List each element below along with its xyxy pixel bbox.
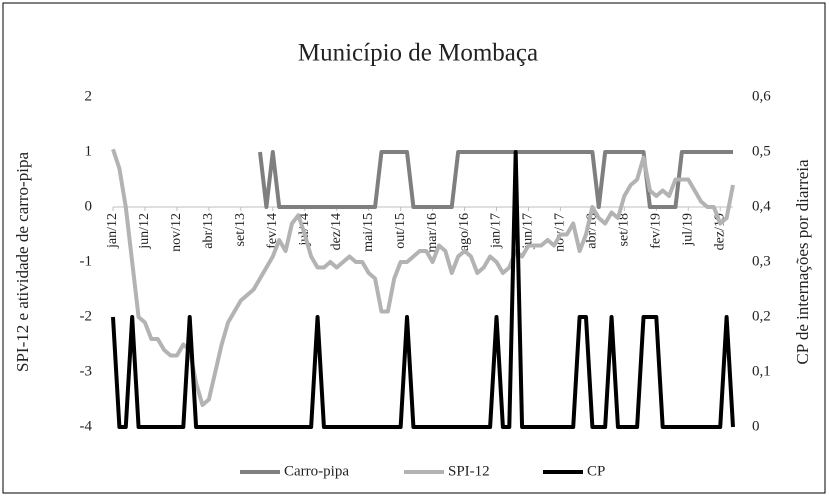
x-tick-label: mar/16 [425, 213, 440, 253]
x-tick-label: fev/19 [649, 213, 664, 249]
y-axis-title: SPI-12 e atividade de carro-pipa [13, 152, 32, 372]
y2-tick-label: 0,3 [752, 253, 771, 269]
chart-title: Município de Mombaça [298, 40, 538, 67]
series-line [111, 148, 735, 407]
y2-tick-label: 0,5 [752, 143, 771, 159]
legend-label: SPI-12 [448, 463, 490, 479]
y-tick-label: -4 [80, 418, 93, 434]
y2-tick-label: 0 [752, 418, 760, 434]
y2-tick-label: 0,4 [752, 198, 771, 214]
x-tick-label: out/15 [393, 213, 408, 249]
legend-label: Carro-pipa [284, 463, 349, 479]
y2-tick-label: 0,6 [752, 88, 771, 104]
y-tick-label: -3 [80, 363, 93, 379]
x-tick-label: jul/19 [680, 213, 695, 247]
x-tick-label: jan/12 [105, 213, 120, 249]
y-tick-label: 0 [85, 198, 93, 214]
x-tick-label: mai/15 [361, 213, 376, 252]
series-line [111, 150, 735, 429]
x-tick-label: jun/17 [521, 213, 536, 250]
x-tick-label: dez/14 [329, 213, 344, 250]
y2-axis-title: CP de internações por diarreia [793, 159, 812, 365]
legend-label: CP [587, 463, 605, 479]
x-tick-label: abr/13 [201, 213, 216, 249]
x-tick-label: jun/12 [137, 213, 152, 250]
x-tick-label: ago/16 [457, 213, 472, 251]
y-tick-label: -1 [80, 253, 93, 269]
x-tick-label: fev/14 [265, 213, 280, 249]
y-tick-label: -2 [80, 308, 93, 324]
x-tick-label: set/18 [617, 213, 632, 246]
y2-tick-label: 0,1 [752, 363, 771, 379]
series-line [258, 150, 733, 209]
x-tick-label: set/13 [233, 213, 248, 246]
x-tick-label: jan/17 [489, 213, 504, 249]
y-tick-label: 1 [85, 143, 93, 159]
y-tick-label: 2 [85, 88, 93, 104]
x-tick-label: nov/12 [169, 213, 184, 252]
y2-tick-label: 0,2 [752, 308, 771, 324]
